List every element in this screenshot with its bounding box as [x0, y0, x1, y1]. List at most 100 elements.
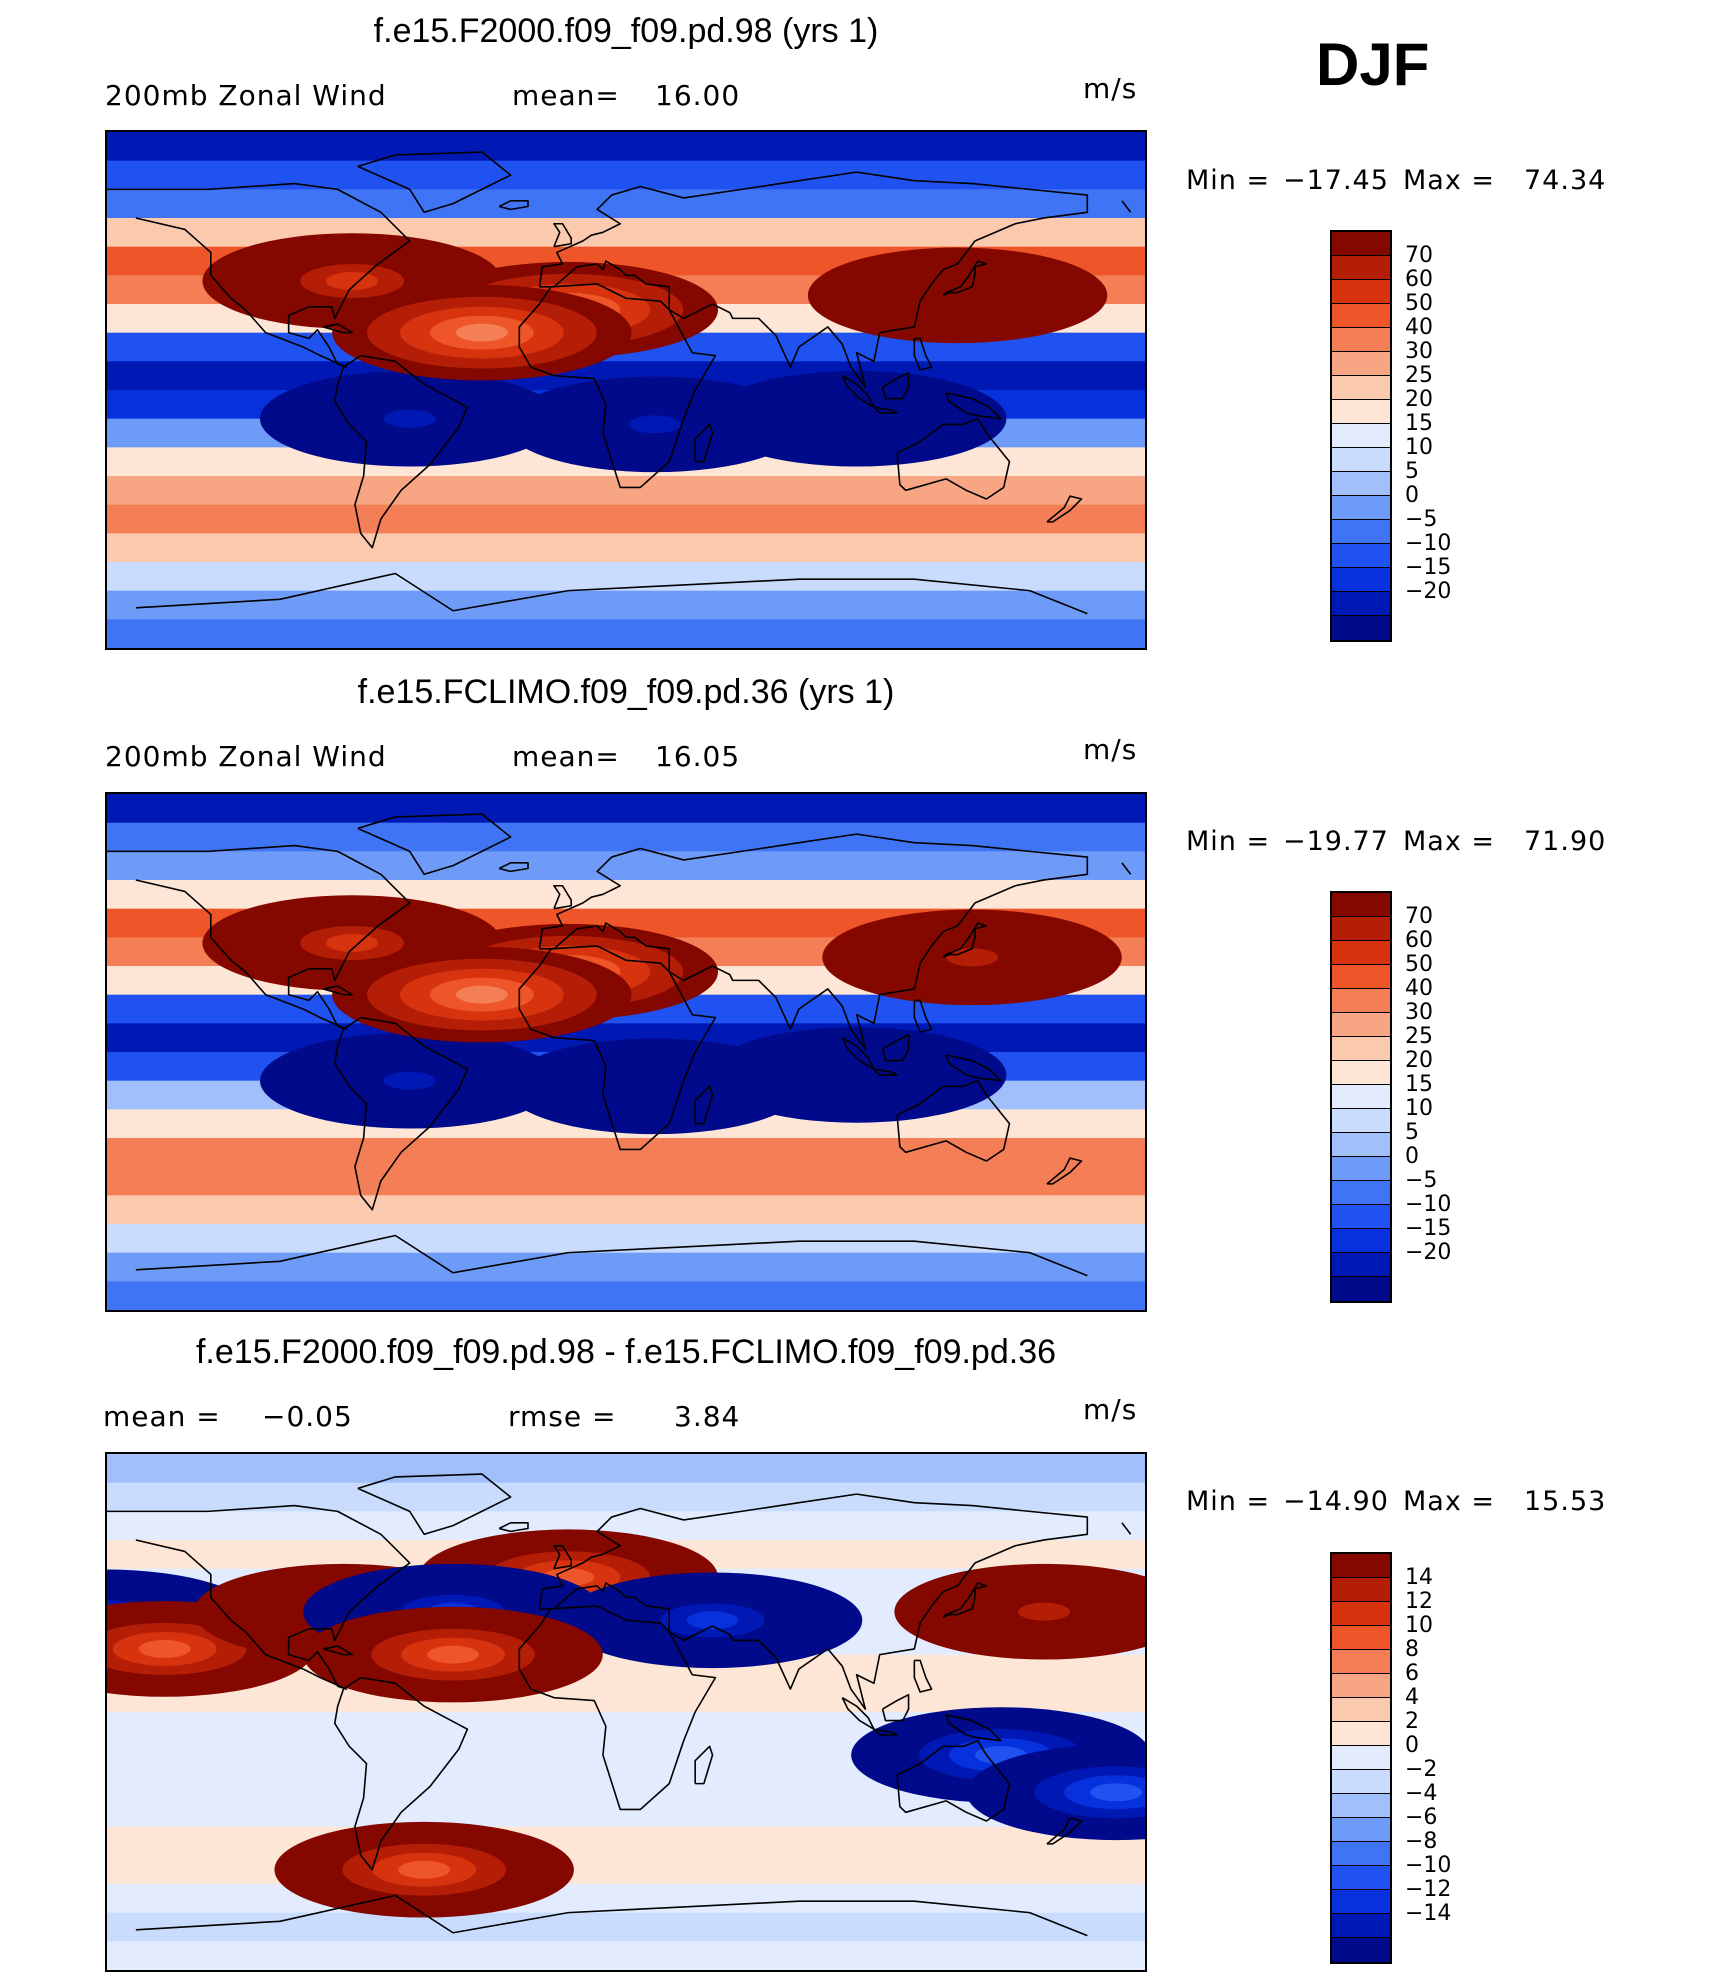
colorbar-cell	[1332, 1650, 1390, 1674]
map-band	[107, 1941, 1145, 1970]
panel-1-colorbar	[1330, 230, 1392, 642]
colorbar-cell	[1332, 568, 1390, 592]
panel-1-min-label: Min =	[1186, 165, 1271, 196]
colorbar-tick-label: 50	[1405, 952, 1433, 977]
map-feature	[931, 286, 984, 305]
map-band	[107, 189, 1145, 220]
colorbar-cell	[1332, 1253, 1390, 1277]
map-coastline	[942, 260, 988, 297]
map-coastline	[135, 1234, 1088, 1277]
panel-2-variable-label: 200mb Zonal Wind	[105, 740, 387, 773]
colorbar-tick-label: 25	[1405, 1024, 1433, 1049]
map-coastline	[913, 999, 933, 1033]
colorbar-tick-label: 8	[1405, 1637, 1419, 1662]
map-coastline	[873, 1728, 898, 1736]
map-band	[107, 1281, 1145, 1310]
colorbar-cell	[1332, 400, 1390, 424]
colorbar-cell	[1332, 448, 1390, 472]
colorbar-tick-label: −15	[1405, 1216, 1452, 1241]
colorbar-tick-label: −10	[1405, 1853, 1452, 1878]
map-coastline	[323, 1645, 353, 1656]
colorbar-cell	[1332, 989, 1390, 1013]
colorbar-tick-label: 10	[1405, 435, 1433, 460]
map-feature	[427, 1645, 479, 1664]
map-coastline	[107, 1504, 1132, 1690]
colorbar-tick-label: −15	[1405, 555, 1452, 580]
map-feature	[946, 948, 998, 967]
colorbar-tick-label: 30	[1405, 339, 1433, 364]
map-band	[107, 475, 1145, 506]
map-feature	[1018, 1602, 1071, 1621]
colorbar-cell	[1332, 1133, 1390, 1157]
map-feature	[1090, 1783, 1143, 1802]
colorbar-cell	[1332, 496, 1390, 520]
map-feature	[383, 409, 436, 428]
colorbar-tick-label: 70	[1405, 243, 1433, 268]
colorbar-tick-label: 60	[1405, 928, 1433, 953]
map-feature	[628, 1077, 681, 1096]
colorbar-cell	[1332, 328, 1390, 352]
map-band	[107, 1826, 1145, 1857]
map-coastline	[518, 945, 717, 1151]
colorbar-tick-label: −10	[1405, 1192, 1452, 1217]
colorbar-cell	[1332, 1914, 1390, 1938]
map-feature	[138, 1639, 191, 1658]
map-feature	[383, 1071, 436, 1090]
colorbar-cell	[1332, 592, 1390, 616]
map-feature	[455, 323, 508, 342]
colorbar-cell	[1332, 1554, 1390, 1578]
map-coastline	[333, 354, 469, 549]
colorbar-tick-label: 15	[1405, 1072, 1433, 1097]
map-band	[107, 533, 1145, 563]
map-coastline	[518, 283, 717, 489]
panel-1-max-value: 74.34	[1524, 165, 1607, 196]
map-band	[107, 822, 1145, 853]
colorbar-tick-label: 14	[1405, 1565, 1433, 1590]
colorbar-cell	[1332, 1770, 1390, 1794]
colorbar-tick-label: −14	[1405, 1901, 1452, 1926]
colorbar-cell	[1332, 472, 1390, 496]
colorbar-cell	[1332, 1746, 1390, 1770]
panel-3-min-label: Min =	[1186, 1486, 1271, 1517]
map-coastline	[913, 337, 933, 371]
map-band	[107, 590, 1145, 621]
colorbar-cell	[1332, 1698, 1390, 1722]
panel-2-mean-label: mean=	[512, 740, 620, 773]
map-coastline	[694, 1085, 714, 1125]
map-feature	[455, 985, 508, 1004]
map-band	[107, 1137, 1145, 1168]
map-band	[107, 1454, 1145, 1484]
panel-1-max-label: Max =	[1403, 165, 1496, 196]
map-coastline	[357, 151, 512, 214]
map-band	[107, 160, 1145, 191]
colorbar-tick-label: −5	[1405, 507, 1438, 532]
map-coastline	[357, 813, 512, 876]
colorbar-cell	[1332, 1085, 1390, 1109]
map-coastline	[945, 1054, 1002, 1082]
map-coastline	[694, 423, 714, 463]
colorbar-tick-label: 30	[1405, 1000, 1433, 1025]
panel-2-mean-value: 16.05	[655, 740, 741, 773]
colorbar-tick-label: 40	[1405, 976, 1433, 1001]
map-coastline	[873, 1068, 898, 1076]
colorbar-cell	[1332, 1722, 1390, 1746]
map-band	[107, 1195, 1145, 1225]
map-coastline	[107, 182, 1132, 368]
map-feature	[398, 1860, 451, 1879]
colorbar-tick-label: −8	[1405, 1829, 1438, 1854]
colorbar-tick-label: −10	[1405, 531, 1452, 556]
colorbar-cell	[1332, 304, 1390, 328]
colorbar-tick-label: 25	[1405, 363, 1433, 388]
panel-1-variable-label: 200mb Zonal Wind	[105, 79, 387, 112]
colorbar-tick-label: −6	[1405, 1805, 1438, 1830]
panel-1-units: m/s	[1083, 72, 1138, 105]
colorbar-cell	[1332, 965, 1390, 989]
map-coastline	[553, 1544, 573, 1570]
colorbar-cell	[1332, 520, 1390, 544]
colorbar-cell	[1332, 1109, 1390, 1133]
colorbar-tick-label: 40	[1405, 315, 1433, 340]
map-coastline	[498, 200, 529, 211]
colorbar-cell	[1332, 1578, 1390, 1602]
map-coastline	[1046, 495, 1083, 523]
colorbar-tick-label: 15	[1405, 411, 1433, 436]
